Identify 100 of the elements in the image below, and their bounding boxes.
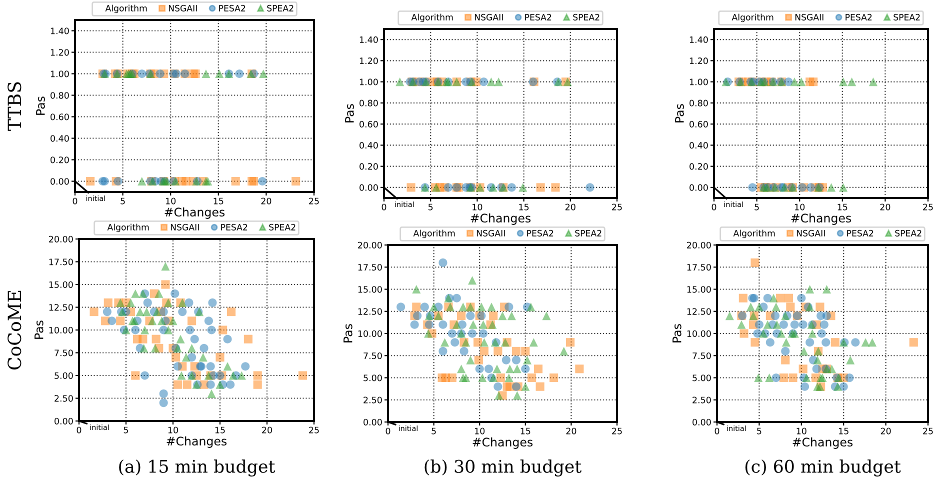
y-tick-label: 1.40 [360,36,378,44]
legend-label: SPEA2 [269,224,296,230]
point [820,320,828,329]
point [452,294,461,302]
y-tick-label: 0.80 [690,100,708,106]
x-tick-label: 5 [120,198,125,204]
point [769,294,778,302]
y-tick-label: 2.50 [54,395,73,402]
y-tick-label: 10.00 [687,330,711,337]
point [786,302,795,312]
point [754,373,763,382]
point [512,356,521,364]
legend-label: PESA2 [527,230,554,236]
point [504,302,514,312]
point [782,338,790,347]
y-tick-label: 0.00 [692,418,711,426]
point [521,382,530,391]
point [466,356,475,364]
point [226,380,235,389]
point [851,338,860,347]
y-tick-label: 20.00 [358,242,382,248]
point [772,320,782,329]
x-tick-label: 0 [382,204,386,210]
x-tick-label: 20 [262,426,272,434]
point [489,312,498,320]
point [152,308,162,316]
point [478,373,487,382]
point [529,338,538,347]
point [813,356,822,364]
x-tick-label: 10 [474,428,485,434]
x-axis-title: #Changes [166,436,227,448]
point [438,346,448,356]
y-axis-title: Pas [672,324,682,342]
point [237,371,246,380]
point [833,382,842,391]
point [492,364,502,374]
y-tick-label: 0.80 [50,92,69,99]
y-axis-title: Pas [34,320,44,339]
point [781,356,790,364]
point [410,320,419,329]
point [170,289,180,298]
point [178,308,187,316]
point [131,371,140,380]
point [159,398,168,408]
point [750,258,760,267]
x-tick-label: 5 [757,428,762,434]
x-tick-label: 5 [754,204,759,210]
y-tick-label: 2.50 [364,396,382,404]
text: (c) 60 min budget [745,459,901,477]
point [494,391,504,400]
point [154,289,164,298]
y-tick-label: 0.40 [50,135,69,142]
point [779,373,788,382]
point [478,320,488,329]
point [140,371,150,380]
text: CoCoME [8,290,22,370]
point [142,308,151,316]
x-tick-label: 10 [794,204,805,210]
point [507,312,516,320]
point [816,302,824,312]
point [218,326,228,334]
legend-label: NSGAII [476,230,505,236]
legend-label: SPEA2 [573,14,600,20]
x-tick-label: 15 [519,204,529,210]
point [521,364,530,374]
point [448,373,456,382]
x-tick-label: 0 [386,428,390,434]
point [484,364,494,374]
point [765,373,774,382]
point [462,373,470,382]
point [424,329,433,338]
point [216,380,224,389]
point [502,356,510,364]
point [466,312,475,320]
point [478,329,488,338]
x-tick-label: 15 [520,428,530,434]
point [536,382,544,391]
point [223,334,232,344]
x-tick-label: 10 [796,428,806,434]
legend-label: PESA2 [219,4,246,12]
point [776,329,786,338]
point [776,294,785,302]
point [157,316,166,326]
point [102,308,112,316]
point [817,329,826,338]
x-tick-label: 10 [166,198,176,204]
point [779,320,788,329]
y-tick-label: 5.00 [54,372,73,379]
y-tick-label: 7.50 [54,350,73,356]
legend-title: Algorithm [107,224,149,232]
point [188,344,196,352]
point [198,353,208,362]
point [506,364,514,374]
point [494,382,502,391]
legend-label: SPEA2 [894,14,920,20]
point [143,298,152,307]
point [412,302,421,312]
x-tick-label: 20 [261,198,272,204]
legend-label: NSGAII [168,4,197,12]
point [828,364,836,374]
